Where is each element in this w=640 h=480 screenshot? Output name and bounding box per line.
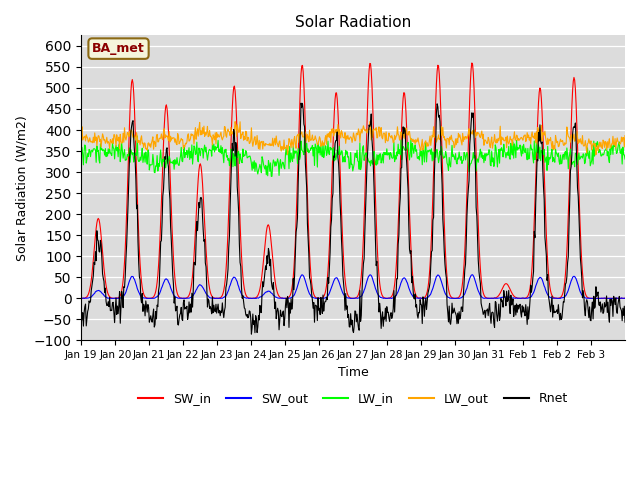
Y-axis label: Solar Radiation (W/m2): Solar Radiation (W/m2)	[15, 115, 28, 261]
LW_out	[141, 141, 149, 146]
LW_out	[269, 135, 276, 141]
Rnet	[241, 306, 249, 312]
SW_out	[468, 272, 476, 277]
Legend: SW_in, SW_out, LW_in, LW_out, Rnet: SW_in, SW_out, LW_in, LW_out, Rnet	[133, 387, 573, 410]
Line: Rnet: Rnet	[81, 103, 625, 334]
SW_in	[141, 294, 149, 300]
Rnet	[141, 313, 149, 319]
LW_out	[242, 128, 250, 134]
SW_out	[78, 296, 86, 301]
LW_out	[289, 144, 297, 150]
Rnet	[269, 287, 276, 292]
SW_out	[242, 295, 250, 301]
SW_out	[410, 294, 417, 300]
Rnet	[297, 100, 305, 106]
LW_out	[77, 131, 85, 136]
LW_out	[592, 152, 600, 157]
LW_in	[134, 133, 141, 139]
LW_out	[440, 133, 448, 139]
Rnet	[621, 319, 629, 325]
LW_in	[77, 154, 85, 160]
SW_in	[77, 296, 85, 301]
Rnet	[77, 319, 85, 325]
LW_in	[268, 173, 275, 179]
LW_in	[290, 156, 298, 161]
LW_in	[242, 148, 250, 154]
SW_out	[77, 295, 85, 301]
SW_in	[268, 248, 276, 253]
SW_out	[289, 293, 297, 299]
X-axis label: Time: Time	[338, 366, 369, 379]
SW_out	[440, 288, 448, 294]
Rnet	[441, 261, 449, 267]
Line: SW_in: SW_in	[81, 63, 625, 299]
LW_out	[410, 139, 417, 145]
SW_in	[409, 276, 417, 282]
Rnet	[248, 331, 255, 337]
Rnet	[411, 296, 419, 302]
Line: LW_out: LW_out	[81, 121, 625, 155]
SW_in	[621, 296, 629, 301]
LW_in	[411, 145, 419, 151]
SW_in	[440, 199, 447, 205]
SW_out	[269, 291, 276, 297]
LW_out	[231, 119, 239, 124]
LW_in	[441, 155, 449, 160]
SW_out	[142, 295, 150, 301]
LW_in	[269, 157, 277, 163]
LW_out	[621, 132, 629, 138]
LW_in	[142, 149, 150, 155]
SW_in	[289, 281, 296, 287]
LW_in	[621, 156, 629, 162]
Line: SW_out: SW_out	[81, 275, 625, 299]
SW_out	[621, 295, 629, 301]
SW_in	[241, 289, 249, 295]
Rnet	[289, 276, 297, 281]
SW_in	[468, 60, 476, 66]
Line: LW_in: LW_in	[81, 136, 625, 176]
Text: BA_met: BA_met	[92, 42, 145, 55]
Title: Solar Radiation: Solar Radiation	[295, 15, 412, 30]
